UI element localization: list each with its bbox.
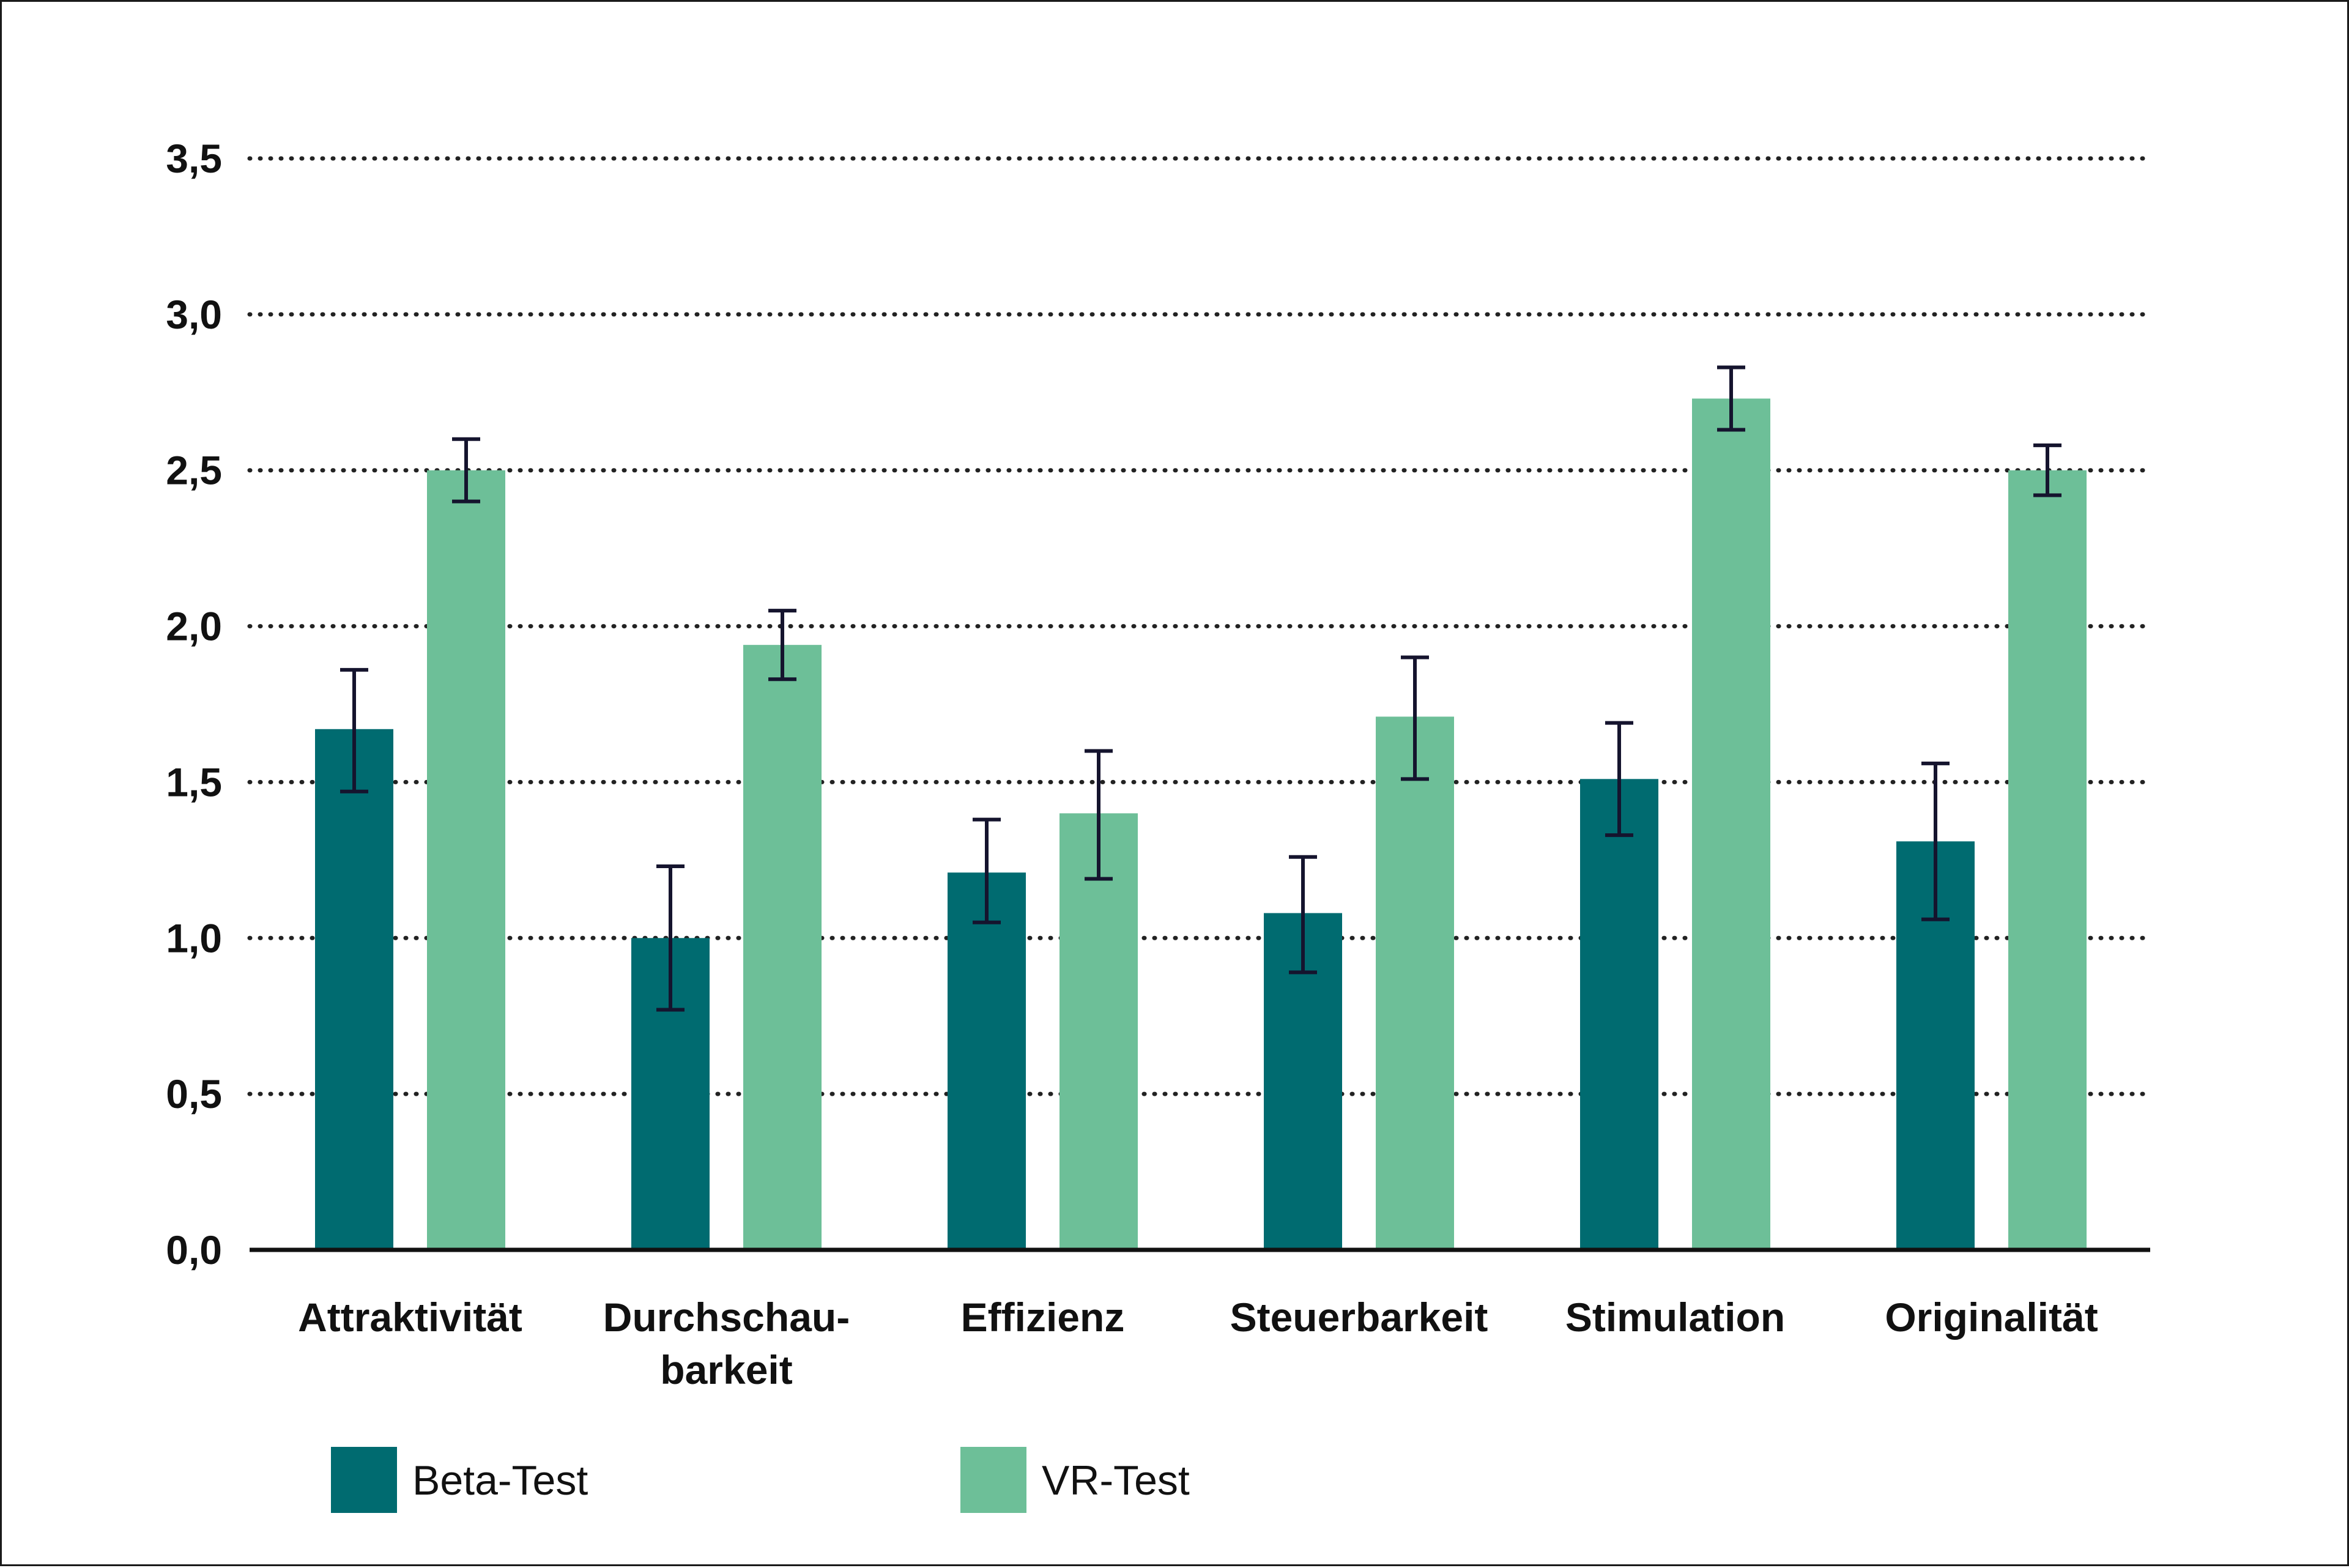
y-tick-label: 0,0 bbox=[166, 1227, 222, 1273]
error-bar bbox=[2033, 443, 2061, 497]
legend-label: VR-Test bbox=[1042, 1457, 1190, 1504]
error-bars bbox=[340, 365, 2061, 1012]
category-label: Stimulation bbox=[1565, 1295, 1785, 1340]
error-bar bbox=[452, 437, 480, 503]
error-bar bbox=[1289, 855, 1317, 975]
y-tick-label: 1,5 bbox=[166, 759, 222, 804]
vr-test-bar bbox=[2008, 470, 2087, 1250]
y-tick-label: 0,5 bbox=[166, 1071, 222, 1117]
beta-test-bar bbox=[948, 872, 1026, 1250]
category-label: Originalität bbox=[1885, 1295, 2098, 1340]
category-label: Durchschau- bbox=[603, 1295, 850, 1340]
vr-test-bar bbox=[743, 645, 822, 1250]
beta-test-bar bbox=[315, 729, 393, 1250]
legend: Beta-Test VR-Test bbox=[331, 1447, 1190, 1513]
error-bar bbox=[1717, 365, 1745, 432]
error-bar bbox=[1401, 655, 1429, 781]
vr-test-legend-swatch bbox=[960, 1447, 1026, 1513]
category-labels: Attraktivität Durchschau-barkeit Effizienz… bbox=[298, 1295, 2098, 1392]
category-label: Steuerbarkeit bbox=[1230, 1295, 1488, 1340]
y-axis-ticks: 0,0 0,5 1,0 1,5 2,0 2,5 3,0 3,5 bbox=[166, 136, 222, 1273]
vr-test-bar bbox=[1692, 398, 1770, 1250]
error-bar bbox=[340, 667, 368, 793]
error-bar bbox=[768, 609, 796, 682]
beta-test-bar bbox=[1580, 779, 1658, 1250]
category-label: Effizienz bbox=[961, 1295, 1125, 1340]
vr-test-bar bbox=[427, 470, 505, 1250]
y-tick-label: 3,0 bbox=[166, 292, 222, 337]
gridlines bbox=[247, 156, 2153, 1096]
error-bar bbox=[656, 864, 685, 1012]
bars bbox=[315, 398, 2087, 1250]
y-tick-label: 1,0 bbox=[166, 915, 222, 960]
category-label: Attraktivität bbox=[298, 1295, 522, 1340]
error-bar bbox=[1605, 721, 1633, 838]
y-tick-label: 2,0 bbox=[166, 604, 222, 649]
vr-test-bar bbox=[1059, 813, 1138, 1250]
y-tick-label: 3,5 bbox=[166, 136, 222, 181]
category-label: barkeit bbox=[660, 1347, 792, 1392]
error-bar bbox=[973, 817, 1001, 924]
beta-test-legend-swatch bbox=[331, 1447, 397, 1513]
vr-test-bar bbox=[1376, 716, 1454, 1250]
legend-label: Beta-Test bbox=[412, 1457, 588, 1504]
error-bar bbox=[1921, 761, 1950, 921]
y-tick-label: 2,5 bbox=[166, 448, 222, 493]
error-bar bbox=[1085, 749, 1113, 881]
